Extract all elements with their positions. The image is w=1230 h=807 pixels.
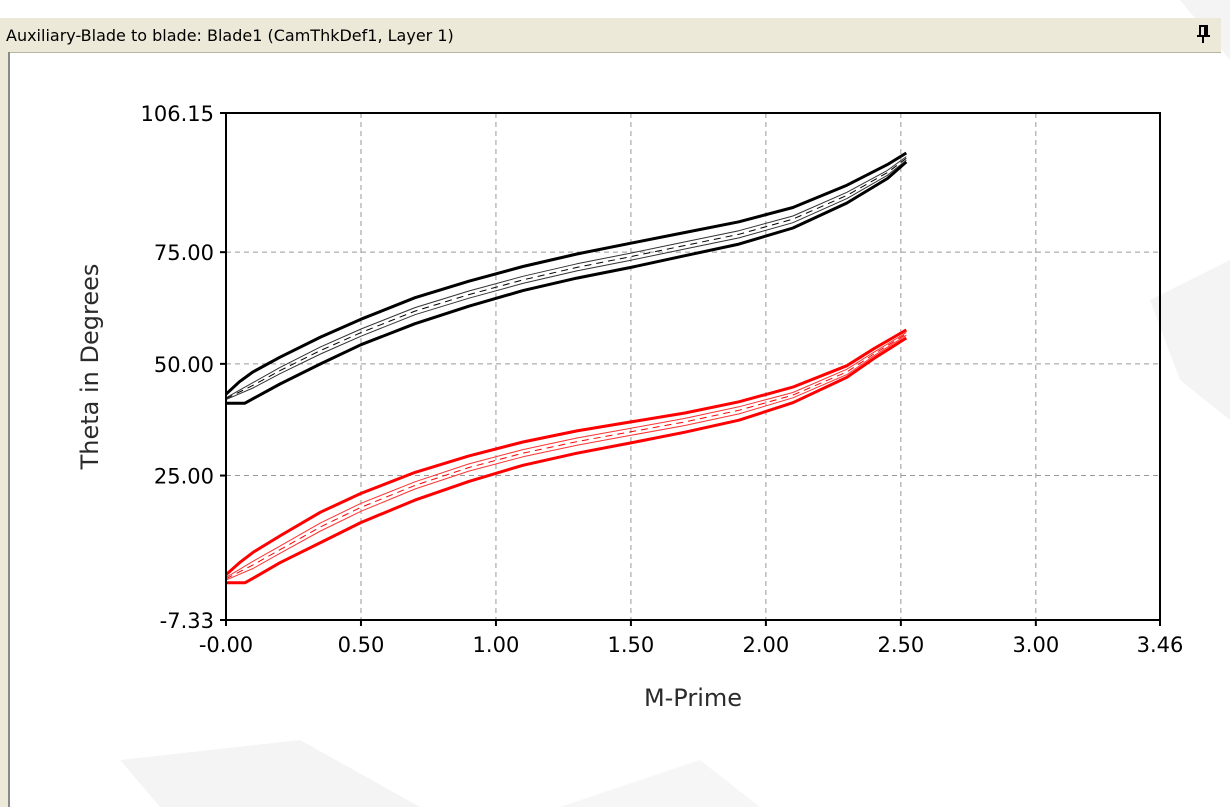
x-tick-label: 1.00 <box>473 633 520 657</box>
series-layer <box>224 151 908 585</box>
y-axis-title: Theta in Degrees <box>76 264 104 471</box>
series-line-4 <box>225 159 907 401</box>
series-line-9 <box>225 334 907 581</box>
x-tick-label: -0.00 <box>199 633 253 657</box>
series-line-1 <box>224 151 908 396</box>
y-tick-label: 50.00 <box>154 353 214 377</box>
y-tick-label: 75.00 <box>154 241 214 265</box>
y-tick-label: 106.15 <box>141 102 214 126</box>
series-line-5 <box>225 157 907 400</box>
x-tick-label: 2.50 <box>877 633 924 657</box>
series-line-10 <box>225 333 907 580</box>
x-tick-label: 0.50 <box>338 633 385 657</box>
y-tick-label: -7.33 <box>160 609 214 633</box>
panel-titlebar[interactable]: Auxiliary-Blade to blade: Blade1 (CamThk… <box>0 18 1221 53</box>
panel-left-border <box>0 52 10 807</box>
theta-vs-mprime-chart: -0.00 0.50 1.00 1.50 2.00 2.50 3.00 3.46 -7.33 2… <box>76 102 1184 712</box>
x-tick-label: 3.46 <box>1137 633 1184 657</box>
series-line-2 <box>226 160 908 405</box>
series-line-6 <box>225 328 908 576</box>
x-axis-title: M-Prime <box>644 684 742 712</box>
x-tick-label: 3.00 <box>1012 633 1059 657</box>
plot-frame <box>225 112 1161 621</box>
series-line-8 <box>225 332 907 578</box>
series-line-3 <box>225 156 907 399</box>
series-line-7 <box>226 336 908 585</box>
y-tick-label: 25.00 <box>154 465 214 489</box>
grid-layer <box>226 113 1160 620</box>
x-tick-label: 2.00 <box>743 633 790 657</box>
panel-title: Auxiliary-Blade to blade: Blade1 (CamThk… <box>6 26 454 45</box>
pin-icon[interactable] <box>1195 24 1213 46</box>
x-tick-labels: -0.00 0.50 1.00 1.50 2.00 2.50 3.00 3.46 <box>199 620 1184 657</box>
y-tick-labels: -7.33 25.00 50.00 75.00 106.15 <box>141 102 226 633</box>
x-tick-label: 1.50 <box>608 633 655 657</box>
